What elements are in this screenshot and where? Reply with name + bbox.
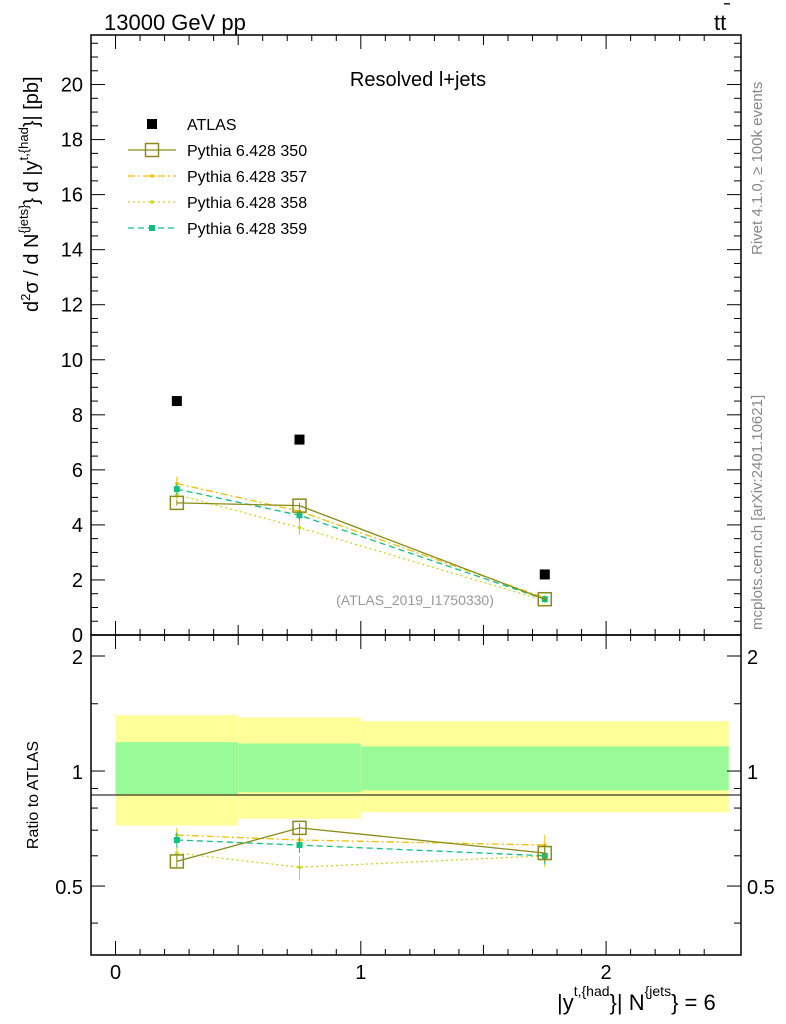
main-marker-p359 — [296, 512, 303, 519]
legend: ATLAS Pythia 6.428 350 Pythia 6.428 357 Pyt… — [128, 117, 307, 238]
ratio-marker-p359 — [296, 842, 303, 849]
ratio-marker-p350 — [169, 854, 185, 869]
ratio-marker-p350 — [292, 820, 307, 836]
ratio-y-tick-label: 0.5 — [55, 877, 83, 899]
main-marker-p350 — [292, 498, 307, 513]
ratio-series-line-p358 — [176, 852, 545, 868]
main-y-tick-label: 18 — [61, 130, 83, 152]
ratio-marker-p350 — [537, 845, 553, 861]
main-series-line-p358 — [176, 494, 545, 602]
main-y-tick-label: 14 — [61, 240, 83, 262]
ratio-plot-frame — [90, 634, 742, 956]
main-marker-p359 — [173, 486, 180, 493]
main-marker-atlas — [294, 434, 305, 445]
ratio-axis-ticks: 0.5 0.5 1 1 2 2 0 1 2 — [55, 635, 775, 984]
ratio-marker-p358 — [297, 865, 302, 870]
legend-label-p358: Pythia 6.428 358 — [187, 195, 307, 212]
header-antitop-bar: ̄ — [724, 2, 730, 5]
ratio-y-tick-label: 1 — [72, 762, 83, 784]
ratio-uncertainty-bands — [115, 715, 729, 826]
legend-label-p350: Pythia 6.428 350 — [187, 143, 307, 160]
main-marker-atlas — [171, 396, 182, 407]
main-y-tick-label: 6 — [72, 460, 83, 482]
ratio-y-tick-label-right: 2 — [747, 647, 758, 669]
main-marker-p358 — [175, 492, 179, 497]
analysis-watermark: (ATLAS_2019_I1750330) — [336, 592, 494, 608]
legend-marker-atlas — [147, 119, 157, 129]
main-y-tick-label: 0 — [72, 625, 83, 647]
mcplots-label: mcplots.cern.ch [arXiv:2401.10621] — [749, 395, 766, 630]
ratio-marker-p359 — [173, 836, 180, 843]
ratio-y-axis-label: Ratio to ATLAS — [25, 741, 42, 849]
ratio-series-line-p357 — [176, 834, 545, 846]
ratio-y-tick-label-right: 0.5 — [747, 877, 775, 899]
main-y-tick-label: 12 — [61, 295, 83, 317]
main-series-layer — [169, 396, 553, 607]
main-marker-p350 — [537, 591, 553, 607]
ratio-x-tick-label: 0 — [110, 962, 121, 984]
ratio-x-tick-label: 1 — [355, 962, 366, 984]
ratio-marker-p358 — [175, 851, 179, 855]
legend-marker-p359 — [149, 225, 155, 231]
x-axis-label: |yt,{had}| N{jets} = 6 — [557, 983, 716, 1015]
main-marker-p350 — [169, 495, 185, 511]
ratio-x-tick-label: 2 — [601, 962, 612, 984]
ratio-band-inner — [238, 743, 361, 793]
main-y-tick-label: 16 — [61, 185, 83, 207]
main-y-tick-label: 10 — [61, 350, 83, 372]
main-series-line-p359 — [176, 488, 545, 600]
ratio-band-inner — [115, 742, 239, 795]
legend-marker-p350 — [144, 142, 160, 158]
main-axis-ticks: 0 2 4 6 8 10 12 14 16 18 20 — [61, 35, 741, 647]
ratio-y-tick-label: 2 — [72, 647, 83, 669]
rivet-version-label: Rivet 4.1.0, ≥ 100k events — [749, 82, 766, 255]
main-y-tick-label: 8 — [72, 405, 83, 427]
legend-marker-p358 — [150, 200, 154, 204]
main-marker-p358 — [297, 525, 302, 530]
main-y-tick-label: 20 — [61, 75, 83, 97]
main-plot-title: Resolved l+jets — [350, 69, 486, 91]
main-series-line-p357 — [176, 482, 545, 599]
legend-label-p357: Pythia 6.428 357 — [187, 169, 307, 186]
ratio-series-layer — [169, 820, 553, 880]
main-marker-atlas — [539, 569, 550, 580]
ratio-y-tick-label-right: 1 — [747, 762, 758, 784]
main-y-tick-label: 2 — [72, 570, 83, 592]
main-y-axis-label: d2σ / d N{jets}} d |yt,{had}| [pb] — [16, 76, 43, 312]
main-y-tick-label: 4 — [72, 515, 83, 537]
legend-label-atlas: ATLAS — [187, 117, 237, 134]
header-energy-label: 13000 GeV pp — [104, 10, 246, 35]
legend-marker-p357 — [150, 174, 154, 178]
ratio-series-line-p350 — [176, 827, 545, 863]
legend-label-p359: Pythia 6.428 359 — [187, 221, 307, 238]
ratio-band-inner — [360, 746, 729, 791]
header-process-label: tt — [714, 10, 726, 35]
